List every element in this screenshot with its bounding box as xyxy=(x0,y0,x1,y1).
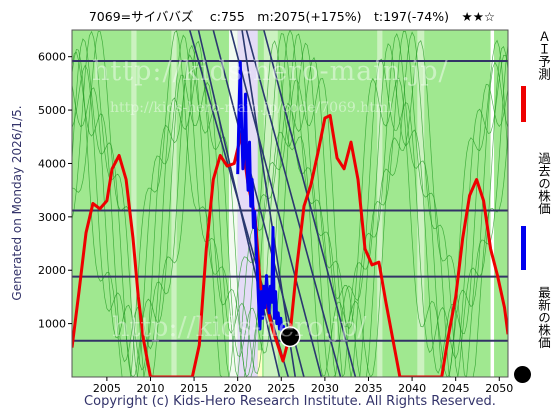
band xyxy=(377,30,383,377)
band xyxy=(171,30,177,377)
x-tick-label: 2015 xyxy=(180,382,208,395)
x-tick-label: 2045 xyxy=(442,382,470,395)
legend-ai-forecast-label: ＡＩ予測 xyxy=(536,30,551,80)
chart-title: 7069=サイババズ c:755 m:2075(+175%) t:197(-74… xyxy=(88,9,496,24)
oscillation-line xyxy=(72,30,508,377)
legend-latest-price: 最新の株価 xyxy=(512,286,558,386)
latest-price-dot xyxy=(281,327,299,346)
plot-border xyxy=(71,29,509,378)
y-tick-label: 1000 xyxy=(38,318,66,331)
trend-line xyxy=(197,30,281,377)
legend-latest-price-dot xyxy=(514,366,531,383)
x-tick-label: 2030 xyxy=(311,382,339,395)
trend-line xyxy=(241,30,297,377)
x-tick-label: 2005 xyxy=(93,382,121,395)
x-tick-label: 2050 xyxy=(485,382,513,395)
band xyxy=(228,30,238,377)
trend-line xyxy=(229,30,323,377)
x-axis: 2005 2010 2015 2020 2025 2030 2035 2040 2045 2050 xyxy=(93,377,513,395)
plot-frame xyxy=(71,29,509,378)
y-tick-label: 3000 xyxy=(38,211,66,224)
y-tick-label: 4000 xyxy=(38,157,66,170)
legend-ai-forecast: ＡＩ予測 xyxy=(512,30,558,130)
x-tick-label: 2035 xyxy=(354,382,382,395)
y-axis: 1000 2000 3000 4000 5000 6000 xyxy=(38,51,72,331)
oscillation-line xyxy=(72,33,508,377)
y-tick-label: 6000 xyxy=(38,51,66,64)
y-tick-label: 2000 xyxy=(38,264,66,277)
trend-line xyxy=(245,30,342,377)
x-tick-label: 2040 xyxy=(398,382,426,395)
band xyxy=(417,30,425,377)
band xyxy=(490,30,495,377)
oscillation-line xyxy=(72,30,508,377)
band xyxy=(131,30,137,377)
legend-ai-forecast-swatch xyxy=(521,86,526,122)
generated-date-text: Generated on Monday 2026/1/5. xyxy=(10,105,24,301)
oscillation-line xyxy=(72,31,508,377)
legend-latest-price-label: 最新の株価 xyxy=(536,286,551,349)
watermark-sub: http://kids-hero-main.jp/code/7069.html xyxy=(110,100,393,116)
legend-past-price-swatch xyxy=(521,226,526,270)
past-price-line xyxy=(236,60,291,342)
x-tick-label: 2020 xyxy=(224,382,252,395)
oscillation-line xyxy=(72,31,508,377)
y-tick-label: 5000 xyxy=(38,104,66,117)
legend-past-price-label: 過去の株価 xyxy=(536,152,551,215)
x-tick-label: 2010 xyxy=(136,382,164,395)
legend-past-price: 過去の株価 xyxy=(512,152,558,270)
legend: ＡＩ予測 過去の株価 最新の株価 xyxy=(512,30,558,383)
trend-line xyxy=(263,30,357,377)
x-tick-label: 2025 xyxy=(267,382,295,395)
watermark-main: http://kids-hero-main.jp/ xyxy=(92,56,449,87)
copyright-notice: Copyright (c) Kids-Hero Research Institu… xyxy=(84,394,496,409)
trend-lines xyxy=(188,30,357,377)
oscillation-line xyxy=(72,30,508,377)
oscillation-lines xyxy=(72,30,508,377)
latest-marker xyxy=(279,326,301,348)
trend-line xyxy=(212,30,305,377)
generated-date-label: Generated on Monday 2026/1/5. xyxy=(2,28,32,378)
watermark-bottom: http://kids-hero.jp/ xyxy=(112,312,367,343)
